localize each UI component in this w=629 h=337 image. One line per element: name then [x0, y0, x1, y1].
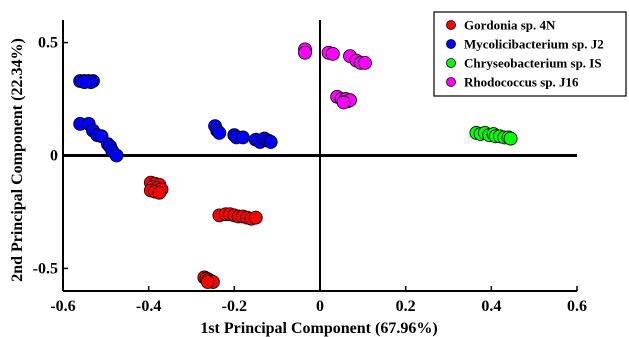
zero-reference-lines — [63, 20, 577, 291]
data-point — [212, 126, 227, 140]
y-tick-label: -0.5 — [33, 260, 58, 277]
x-tick-label: 0.6 — [567, 298, 587, 315]
data-point — [109, 148, 124, 163]
y-tick-label: 0.5 — [38, 35, 58, 52]
series-0 — [143, 175, 263, 289]
data-point — [358, 56, 372, 70]
legend-marker — [446, 20, 456, 30]
x-tick-label: -0.6 — [50, 298, 75, 315]
data-point — [298, 45, 312, 60]
data-point — [263, 135, 278, 149]
x-tick-label: 0.2 — [396, 298, 416, 315]
data-point — [503, 131, 518, 146]
data-point — [235, 130, 250, 145]
data-point — [77, 75, 92, 90]
data-points — [73, 42, 518, 289]
legend-label: Rhodococcus sp. J16 — [464, 75, 579, 90]
legend-marker — [446, 58, 456, 68]
x-axis-label: 1st Principal Component (67.96%) — [200, 320, 437, 337]
series-3 — [298, 42, 372, 110]
data-point — [325, 46, 340, 61]
legend-marker — [446, 77, 456, 87]
x-tick-label: 0 — [316, 298, 324, 315]
data-point — [200, 275, 215, 289]
data-point — [336, 95, 351, 110]
series-2 — [469, 126, 518, 146]
series-1 — [73, 74, 278, 163]
legend: Gordonia sp. 4N Mycolicibacterium sp. J2 C… — [433, 11, 627, 97]
legend-label: Chryseobacterium sp. IS — [464, 56, 602, 71]
y-tick-label: 0 — [50, 148, 58, 165]
legend-box — [433, 11, 627, 97]
legend-label: Gordonia sp. 4N — [464, 18, 556, 33]
legend-label: Mycolicibacterium sp. J2 — [464, 37, 604, 52]
x-tick-label: 0.4 — [481, 298, 501, 315]
x-tick-label: -0.2 — [222, 298, 247, 315]
x-axis-ticks: -0.6 -0.4 -0.2 0 0.2 0.4 0.6 — [50, 286, 587, 315]
data-point — [152, 185, 167, 200]
x-tick-label: -0.4 — [136, 298, 161, 315]
data-point — [248, 210, 263, 225]
y-axis-ticks: -0.5 0 0.5 — [33, 35, 68, 277]
legend-marker — [446, 39, 456, 49]
y-axis-label: 2nd Principal Component (22.34%) — [9, 38, 26, 282]
